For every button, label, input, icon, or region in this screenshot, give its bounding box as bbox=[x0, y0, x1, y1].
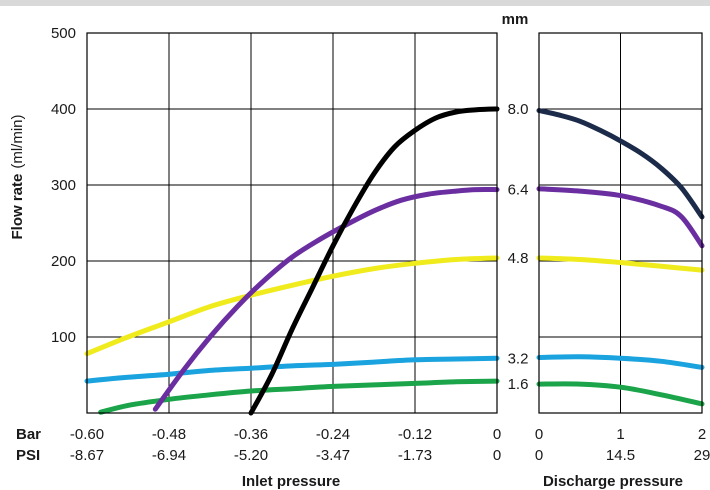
inlet-bar-tick-label: 0 bbox=[493, 426, 501, 443]
inlet-psi-tick-label: -1.73 bbox=[398, 447, 432, 464]
psi-row-label: PSI bbox=[16, 447, 40, 464]
inlet-curve-diameter-1-6 bbox=[98, 378, 500, 415]
curve-layer bbox=[84, 106, 705, 416]
discharge-curve-diameter-8-0 bbox=[536, 108, 705, 220]
y-axis-label-unit: (ml/min) bbox=[9, 114, 26, 168]
discharge-bar-tick-label: 2 bbox=[698, 426, 706, 443]
top-strip bbox=[0, 0, 710, 6]
diameter-label: 6.4 bbox=[508, 182, 529, 199]
discharge-psi-tick-label: 0 bbox=[535, 447, 543, 464]
discharge-psi-tick-label: 29 bbox=[694, 447, 710, 464]
inlet-bar-tick-label: -0.60 bbox=[70, 426, 104, 443]
inlet-psi-tick-label: -6.94 bbox=[152, 447, 186, 464]
y-tick-label: 200 bbox=[51, 253, 76, 270]
inlet-psi-tick-label: -8.67 bbox=[70, 447, 104, 464]
discharge-bar-tick-label: 1 bbox=[616, 426, 624, 443]
y-tick-label: 400 bbox=[51, 101, 76, 118]
inlet-bar-tick-label: -0.36 bbox=[234, 426, 268, 443]
diameter-label-bg bbox=[502, 373, 535, 394]
inlet-curve-diameter-6-4 bbox=[152, 186, 500, 412]
y-axis-label: Flow rate (ml/min) bbox=[9, 114, 26, 239]
inlet-bar-tick-label: -0.24 bbox=[316, 426, 350, 443]
diameter-label: 3.2 bbox=[508, 350, 529, 367]
y-tick-label: 500 bbox=[51, 25, 76, 42]
inlet-curve-diameter-8-0 bbox=[248, 106, 500, 416]
diameter-label: 8.0 bbox=[508, 101, 529, 118]
inlet-psi-tick-label: -5.20 bbox=[234, 447, 268, 464]
diameter-label-bg bbox=[502, 347, 535, 368]
y-tick-label: 300 bbox=[51, 177, 76, 194]
inlet-psi-tick-label: -3.47 bbox=[316, 447, 350, 464]
diameter-label-bg bbox=[502, 246, 535, 267]
inlet-plot-frame bbox=[86, 32, 498, 414]
diameter-unit-label: mm bbox=[502, 11, 529, 28]
discharge-curve-diameter-3-2 bbox=[536, 354, 705, 370]
discharge-curve-diameter-6-4 bbox=[536, 186, 705, 249]
discharge-curve-diameter-1-6 bbox=[536, 381, 705, 407]
discharge-curve-diameter-4-8 bbox=[536, 255, 705, 273]
inlet-bar-tick-label: -0.48 bbox=[152, 426, 186, 443]
y-tick-label: 100 bbox=[51, 329, 76, 346]
discharge-psi-tick-label: 14.5 bbox=[606, 447, 635, 464]
discharge-pressure-label: Discharge pressure bbox=[543, 473, 683, 490]
bar-row-label: Bar bbox=[16, 426, 41, 443]
y-axis-label-main: Flow rate bbox=[9, 174, 26, 240]
diameter-label-bg bbox=[502, 178, 535, 199]
discharge-bar-tick-label: 0 bbox=[535, 426, 543, 443]
inlet-bar-tick-label: -0.12 bbox=[398, 426, 432, 443]
inlet-curve-diameter-4-8 bbox=[84, 255, 500, 357]
diameter-label: 1.6 bbox=[508, 376, 529, 393]
text-layer: 500400300200100-0.60-8.67-0.48-6.94-0.36… bbox=[51, 25, 710, 464]
inlet-curve-diameter-3-2 bbox=[84, 355, 500, 384]
inlet-pressure-label: Inlet pressure bbox=[242, 473, 340, 490]
inlet-psi-tick-label: 0 bbox=[493, 447, 501, 464]
diameter-label: 4.8 bbox=[508, 250, 529, 267]
discharge-plot-frame bbox=[538, 32, 703, 414]
diameter-label-bg bbox=[502, 98, 535, 118]
